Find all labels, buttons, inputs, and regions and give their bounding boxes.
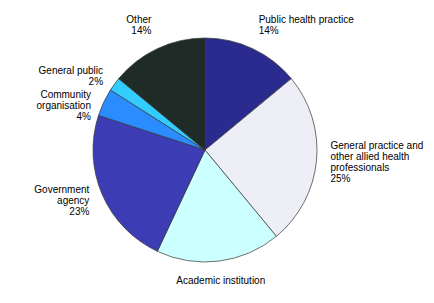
slice (119, 38, 205, 150)
category-label: Public health practice (259, 14, 354, 25)
chart: Public health practice14%General practic… (0, 0, 434, 303)
labels: Public health practice14%General practic… (34, 14, 423, 286)
value-label: 4% (77, 111, 92, 122)
category-label: General practice andother allied healthp… (330, 140, 423, 173)
category-label: Governmentagency (34, 184, 89, 206)
category-label: Other (126, 14, 152, 25)
value-label: 25% (330, 173, 350, 184)
value-label: 23% (69, 206, 89, 217)
value-label: 2% (89, 76, 104, 87)
category-label: Communityorganisation (37, 89, 91, 111)
category-label: General public (39, 65, 103, 76)
slices (93, 38, 317, 262)
value-label: 14% (131, 25, 151, 36)
value-label: 14% (259, 25, 279, 36)
category-label: Academic institution (176, 275, 265, 286)
